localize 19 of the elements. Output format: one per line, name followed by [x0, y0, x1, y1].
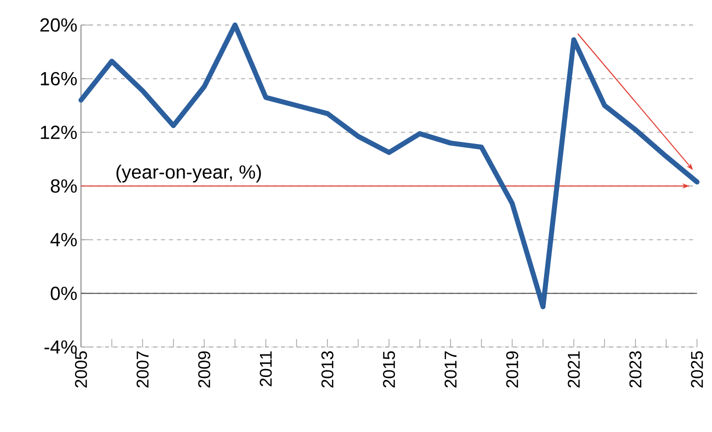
x-tick-label: 2021	[568, 351, 580, 388]
x-tick-label: 2005	[74, 351, 88, 388]
x-tick-label: 2019	[506, 351, 518, 388]
x-tick-label: 2017	[444, 351, 457, 388]
x-tick-label: 2007	[136, 351, 149, 388]
x-tick-label: 2011	[260, 351, 272, 386]
y-tick-label: -4%	[44, 340, 77, 354]
y-tick-label: 16%	[40, 72, 77, 86]
x-tick-label: 2013	[321, 351, 334, 388]
y-tick-label: 20%	[40, 18, 77, 32]
y-tick-label: 12%	[40, 126, 77, 140]
x-tick-label: 2025	[690, 351, 704, 388]
y-tick-label: 4%	[50, 233, 77, 246]
annotation: (year-on-year, %)	[116, 164, 261, 182]
x-tick-label: 2015	[382, 351, 396, 388]
x-tick-label: 2023	[629, 351, 642, 388]
x-tick-label: 2009	[198, 351, 210, 388]
y-tick-label: 8%	[50, 179, 77, 193]
y-tick-label: 0%	[50, 286, 77, 300]
